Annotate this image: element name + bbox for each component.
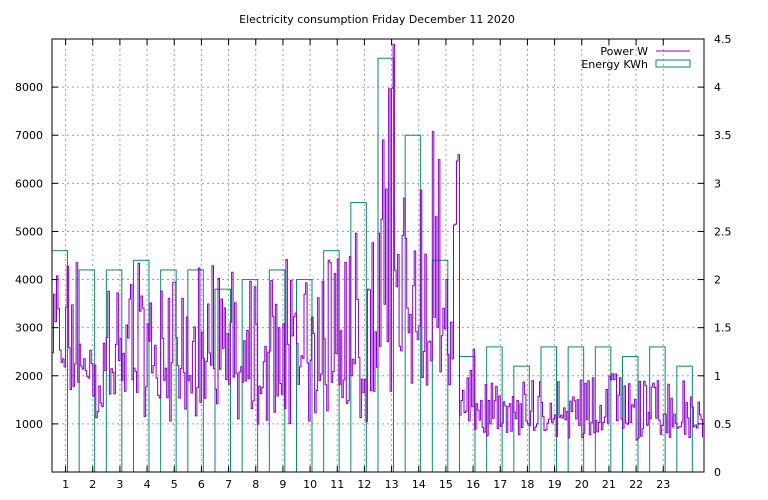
axis-ticks: 1 2 3 4 5 6 7 8 9 10 11 12 13 14 15 16 17 18 19 20 21 22 23100… (15, 33, 732, 491)
legend-energy-swatch (655, 59, 691, 68)
y-tick-label: 7000 (15, 129, 43, 142)
x-tick-label: 7 (225, 478, 232, 491)
x-tick-label: 22 (629, 478, 643, 491)
x-tick-label: 15 (439, 478, 453, 491)
x-tick-label: 13 (385, 478, 399, 491)
x-tick-label: 8 (252, 478, 259, 491)
legend-energy-label: Energy KWh (581, 58, 648, 71)
y-tick-label: 4000 (15, 274, 43, 287)
x-tick-label: 14 (412, 478, 426, 491)
power-series-path (52, 43, 703, 441)
x-tick-label: 20 (575, 478, 589, 491)
x-tick-label: 3 (116, 478, 123, 491)
x-tick-label: 19 (548, 478, 562, 491)
chart-title: Electricity consumption Friday December … (239, 13, 515, 26)
y2-tick-label: 1 (714, 370, 721, 383)
power-line (52, 43, 703, 441)
x-tick-label: 16 (466, 478, 480, 491)
legend: Power W Energy KWh (581, 45, 691, 71)
y2-tick-label: 1.5 (714, 322, 732, 335)
y2-tick-label: 4 (714, 81, 721, 94)
y2-tick-label: 4.5 (714, 33, 732, 46)
x-tick-label: 6 (198, 478, 205, 491)
x-tick-label: 9 (279, 478, 286, 491)
x-tick-label: 11 (330, 478, 344, 491)
x-tick-label: 18 (520, 478, 534, 491)
y2-tick-label: 2 (714, 274, 721, 287)
y2-tick-label: 0.5 (714, 418, 732, 431)
y-tick-label: 1000 (15, 418, 43, 431)
y2-tick-label: 3 (714, 177, 721, 190)
y2-tick-label: 0 (714, 466, 721, 479)
x-tick-label: 5 (171, 478, 178, 491)
y2-tick-label: 3.5 (714, 129, 732, 142)
x-tick-label: 10 (303, 478, 317, 491)
x-tick-label: 23 (656, 478, 670, 491)
y-tick-label: 8000 (15, 81, 43, 94)
y-tick-label: 3000 (15, 322, 43, 335)
legend-power-label: Power W (600, 45, 648, 58)
plot-frame (51, 38, 705, 473)
y2-tick-label: 2.5 (714, 225, 732, 238)
y-tick-label: 6000 (15, 177, 43, 190)
x-tick-label: 1 (62, 478, 69, 491)
x-tick-label: 4 (144, 478, 151, 491)
x-tick-label: 2 (89, 478, 96, 491)
x-tick-label: 17 (493, 478, 507, 491)
x-tick-label: 21 (602, 478, 616, 491)
y-tick-label: 2000 (15, 370, 43, 383)
x-tick-label: 12 (357, 478, 371, 491)
y-tick-label: 5000 (15, 225, 43, 238)
